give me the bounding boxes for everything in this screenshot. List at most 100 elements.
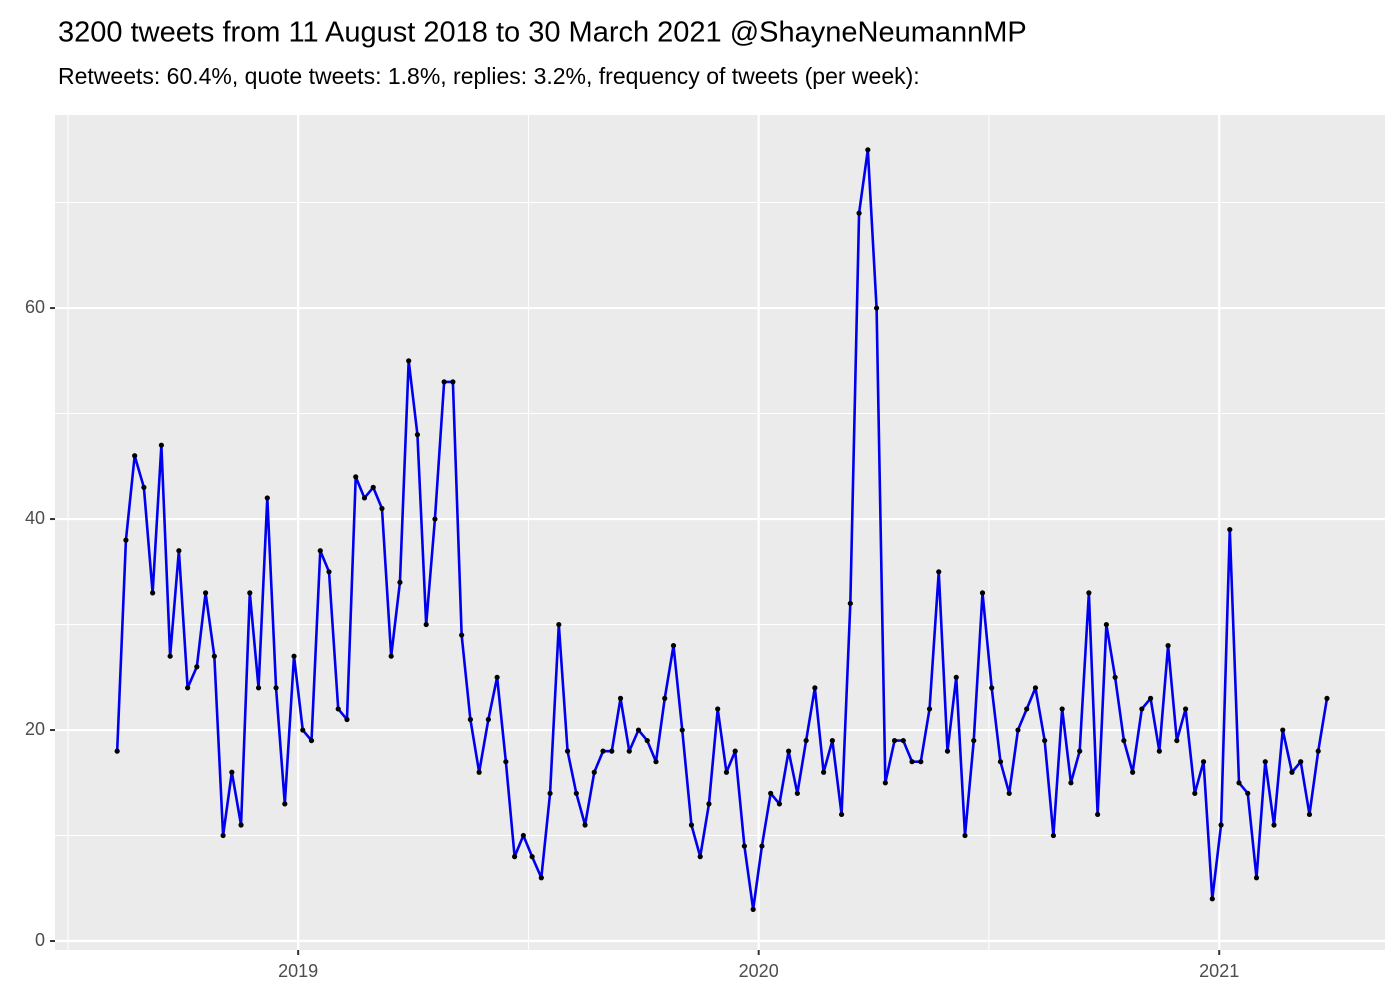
point xyxy=(997,759,1004,765)
point xyxy=(255,685,262,691)
point xyxy=(794,790,800,796)
point xyxy=(1218,822,1224,828)
point xyxy=(1200,759,1207,765)
point xyxy=(600,748,606,754)
chart-subtitle: Retweets: 60.4%, quote tweets: 1.8%, rep… xyxy=(58,63,920,89)
point xyxy=(317,548,323,554)
point xyxy=(617,695,624,701)
y-tick-label: 0 xyxy=(35,930,45,950)
point xyxy=(114,748,120,754)
point xyxy=(185,685,191,691)
point xyxy=(167,653,173,659)
point xyxy=(194,664,200,670)
point xyxy=(150,590,156,596)
point xyxy=(1095,811,1101,818)
point xyxy=(211,653,217,659)
point xyxy=(229,769,235,775)
point xyxy=(1103,621,1109,628)
point xyxy=(591,769,597,775)
point xyxy=(670,643,677,649)
y-tick-label: 60 xyxy=(25,297,45,317)
point xyxy=(971,737,977,744)
point xyxy=(1156,748,1162,754)
point xyxy=(202,590,209,596)
point xyxy=(979,590,986,596)
point xyxy=(1315,748,1321,754)
point xyxy=(1147,695,1154,701)
point xyxy=(379,505,385,512)
point xyxy=(1271,822,1277,828)
point xyxy=(564,748,571,754)
point xyxy=(609,748,615,754)
point xyxy=(1209,896,1215,902)
point xyxy=(467,716,473,723)
point xyxy=(838,811,845,818)
plot-panel xyxy=(55,115,1385,950)
point xyxy=(547,790,553,796)
point xyxy=(768,790,774,796)
point xyxy=(158,442,164,448)
point xyxy=(291,653,297,659)
line xyxy=(115,148,1329,911)
point xyxy=(273,685,279,691)
point xyxy=(538,875,544,881)
point xyxy=(326,569,332,575)
point xyxy=(450,379,456,385)
point xyxy=(1068,780,1074,786)
point xyxy=(1192,790,1198,796)
y-tick-label: 40 xyxy=(25,508,45,528)
point xyxy=(847,600,853,607)
point xyxy=(644,737,650,744)
point xyxy=(1289,769,1295,775)
chart-title: 3200 tweets from 11 August 2018 to 30 Ma… xyxy=(58,17,1027,49)
point xyxy=(653,759,659,765)
point xyxy=(1139,706,1145,712)
point xyxy=(370,484,376,491)
point xyxy=(688,822,695,828)
point xyxy=(662,695,668,701)
point xyxy=(397,579,403,585)
point xyxy=(308,737,315,744)
point xyxy=(123,537,129,543)
point xyxy=(459,632,465,638)
point xyxy=(723,769,730,775)
point xyxy=(944,748,951,754)
point xyxy=(529,854,535,860)
point xyxy=(344,716,350,723)
point xyxy=(264,495,270,501)
point xyxy=(432,516,438,522)
point xyxy=(141,484,147,491)
point xyxy=(1245,790,1251,796)
point xyxy=(582,822,588,828)
point xyxy=(520,832,526,839)
point xyxy=(1130,769,1136,775)
point xyxy=(1086,590,1092,596)
point xyxy=(962,832,968,839)
point xyxy=(176,548,182,554)
point xyxy=(1059,706,1065,712)
point xyxy=(220,832,226,839)
point xyxy=(732,748,738,754)
point xyxy=(865,147,871,153)
point xyxy=(776,801,783,807)
point xyxy=(812,685,818,691)
point xyxy=(900,737,906,744)
point xyxy=(1227,526,1233,533)
point xyxy=(247,590,253,596)
point xyxy=(485,716,491,723)
point xyxy=(1182,706,1189,712)
point xyxy=(1174,737,1180,744)
point xyxy=(679,727,685,733)
point xyxy=(750,906,756,912)
point xyxy=(1280,727,1286,733)
point xyxy=(706,801,712,807)
point xyxy=(1006,790,1012,796)
point xyxy=(918,759,924,765)
point xyxy=(803,737,809,744)
point xyxy=(494,674,500,680)
point xyxy=(406,358,412,364)
point xyxy=(786,748,792,754)
point xyxy=(1015,727,1021,733)
point xyxy=(856,210,862,216)
point xyxy=(953,674,959,680)
